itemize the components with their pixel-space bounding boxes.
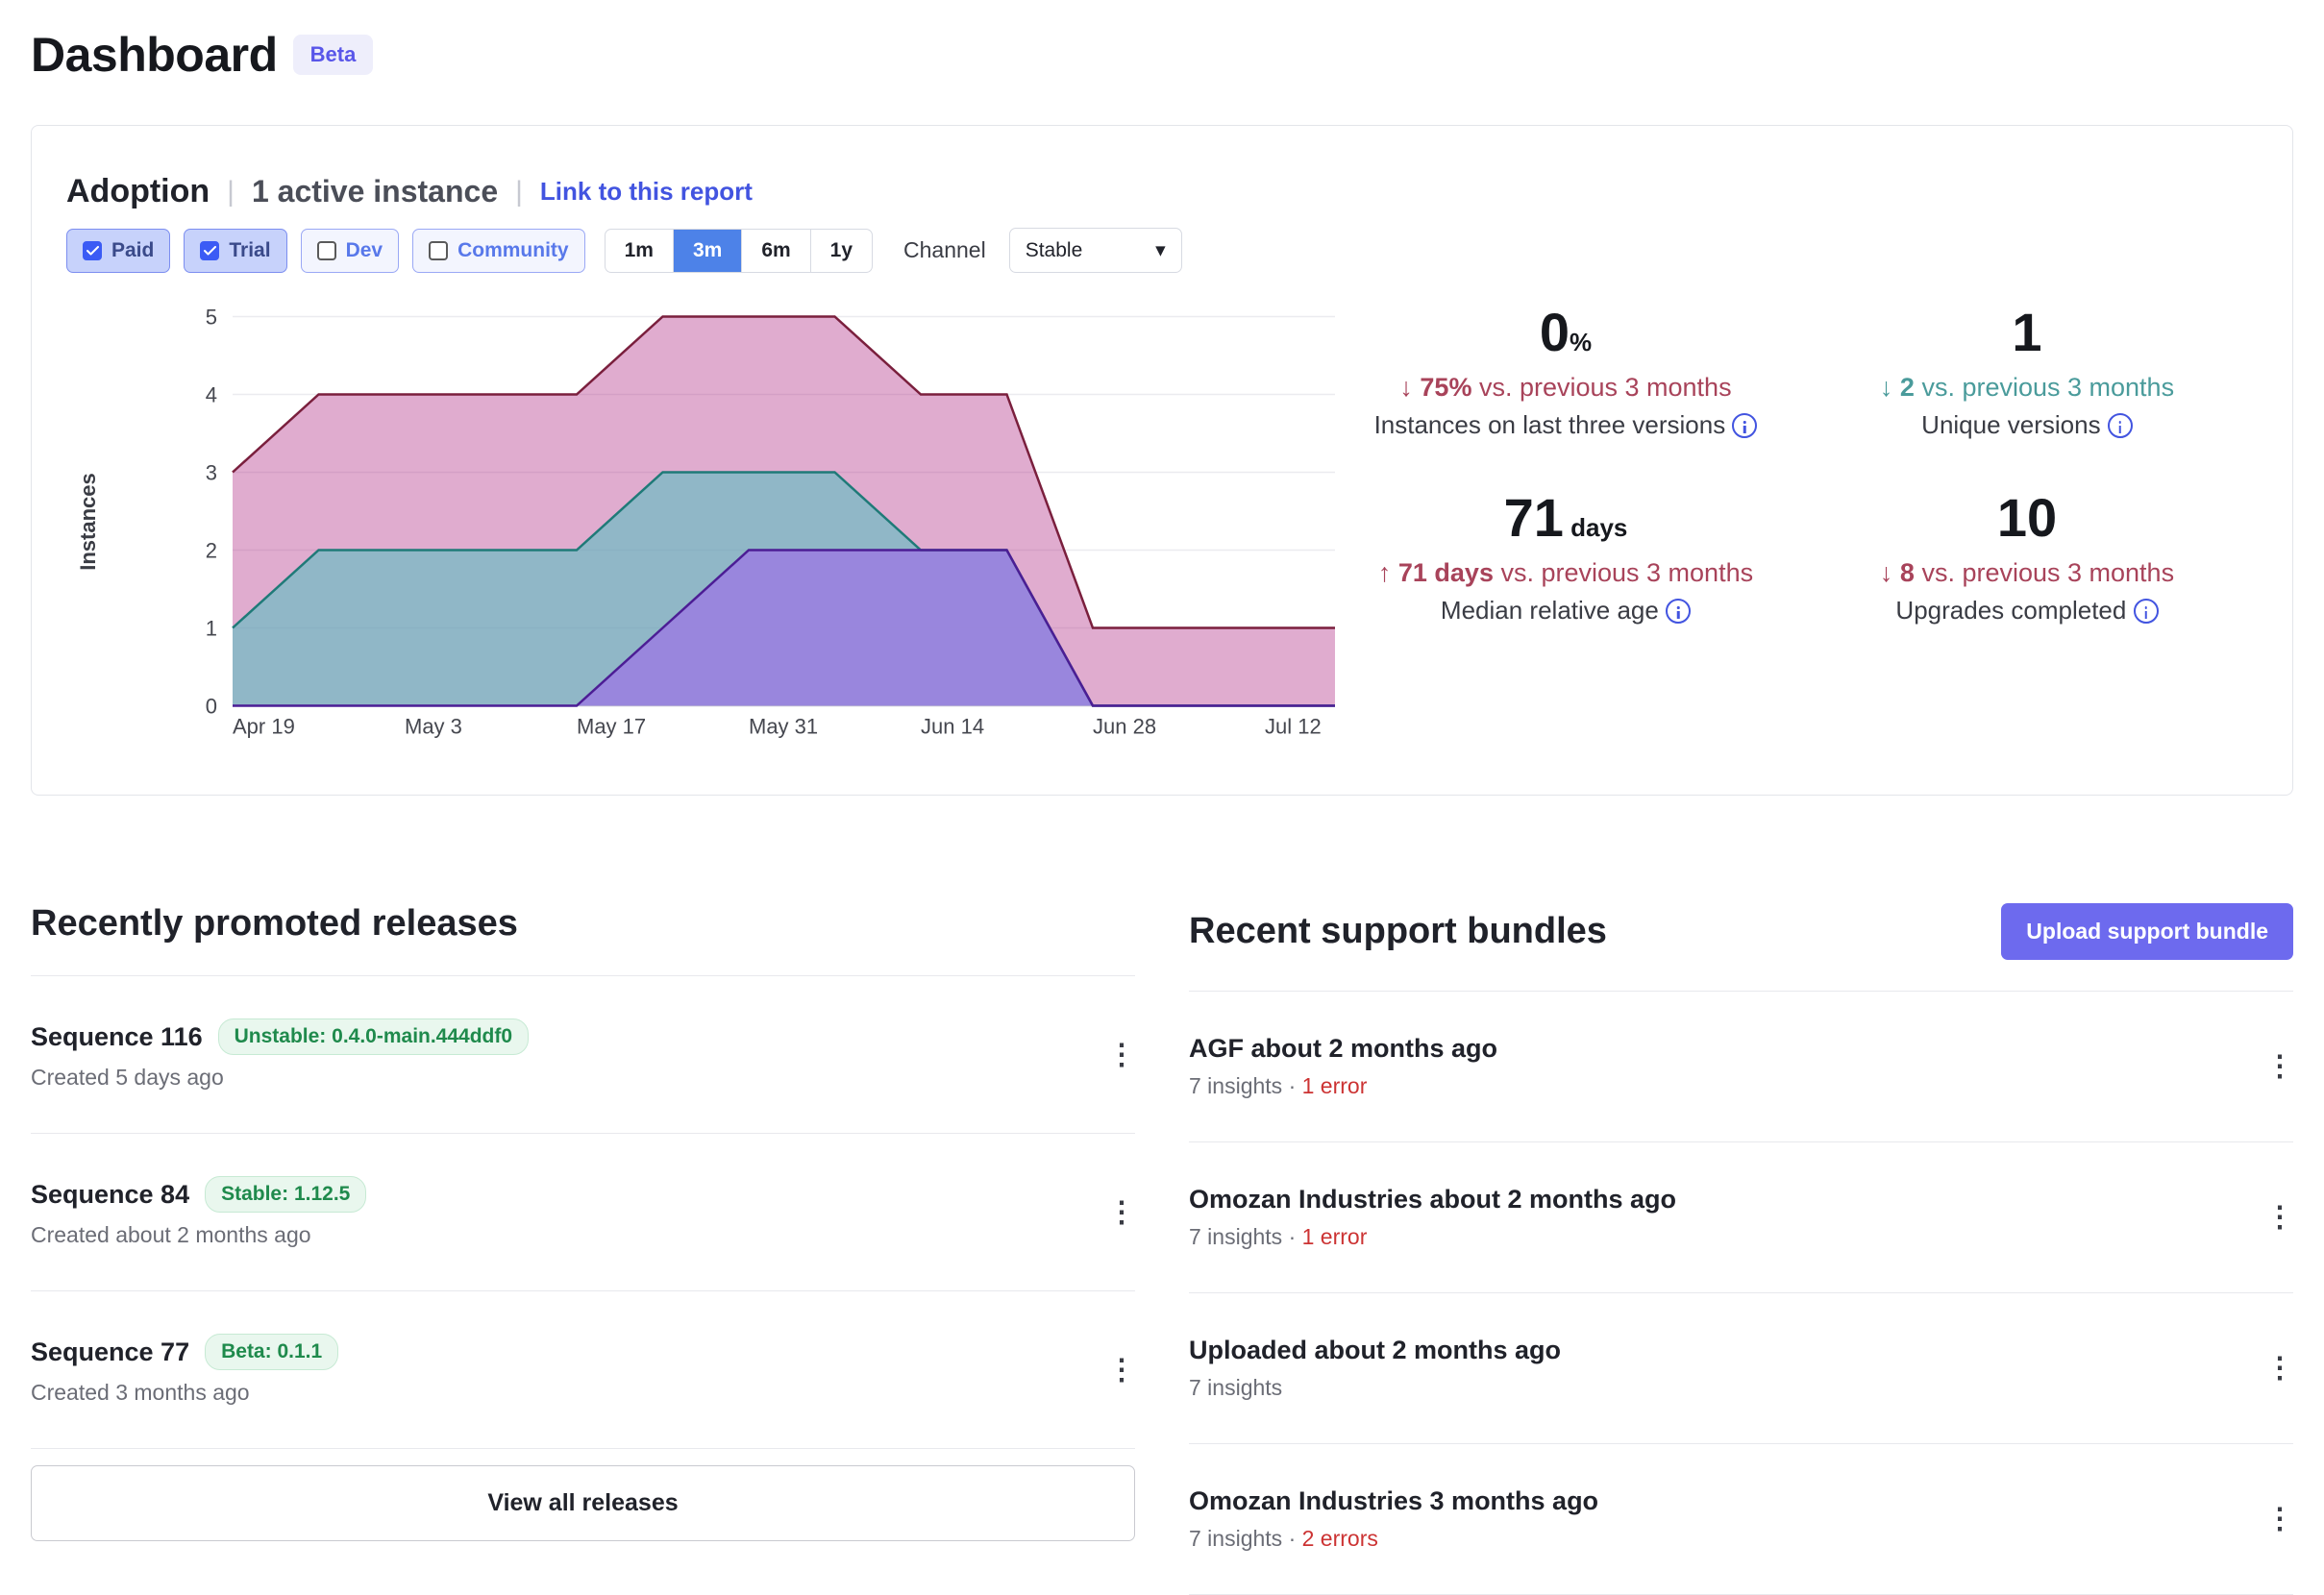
svg-text:4: 4 xyxy=(206,383,217,407)
svg-text:Jun 14: Jun 14 xyxy=(921,715,984,739)
svg-text:2: 2 xyxy=(206,539,217,563)
svg-text:5: 5 xyxy=(206,306,217,330)
svg-text:3: 3 xyxy=(206,461,217,485)
svg-text:May 17: May 17 xyxy=(577,715,646,739)
svg-text:1: 1 xyxy=(206,617,217,641)
svg-text:Jun 28: Jun 28 xyxy=(1093,715,1156,739)
svg-text:0: 0 xyxy=(206,695,217,719)
svg-text:Jul 12: Jul 12 xyxy=(1265,715,1322,739)
svg-text:May 31: May 31 xyxy=(749,715,818,739)
svg-text:Apr 19: Apr 19 xyxy=(233,715,295,739)
svg-text:May 3: May 3 xyxy=(405,715,462,739)
